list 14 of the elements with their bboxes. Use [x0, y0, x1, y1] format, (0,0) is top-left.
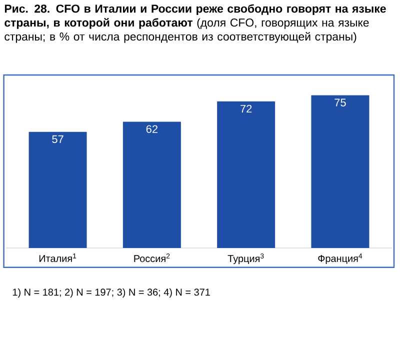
data-label: 75: [334, 98, 346, 106]
x-tick-label: Турция$^{3}$: [228, 254, 264, 264]
data-label: 72: [240, 104, 252, 113]
bar: [28, 132, 87, 248]
bar: [122, 122, 181, 248]
chart-title: Рис. 28. CFO в Италии и России реже свободно говорят на языке страны, в которой они работают (доля CFO, говорящих на языке страны; в % от числа респондентов из соответствующей страны): [4, 4, 386, 43]
bar: [311, 95, 370, 248]
bar: [217, 101, 276, 248]
x-tick-label: Италия$^{1}$: [39, 254, 76, 262]
x-tick-label: Россия$^{2}$: [134, 254, 170, 262]
text: 1) N = 181; 2) N = 197; 3) N = 36; 4) N = 371: [12, 288, 210, 298]
x-tick-label: Франция$^{4}$: [318, 254, 362, 264]
data-label: 57: [52, 135, 64, 144]
data-label: 62: [146, 125, 158, 133]
